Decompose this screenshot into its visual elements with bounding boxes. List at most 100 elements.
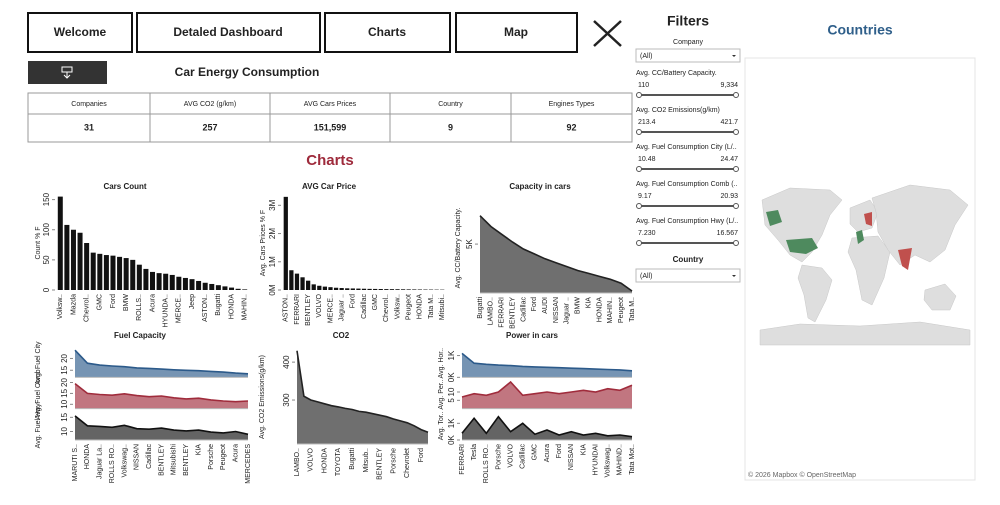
slider-handle[interactable] bbox=[636, 92, 642, 98]
x-tick-label: Acura bbox=[149, 294, 156, 312]
nav-label[interactable]: Map bbox=[504, 25, 528, 39]
range-min: 10.48 bbox=[638, 156, 656, 163]
slider-handle[interactable] bbox=[733, 240, 739, 246]
filter-label: Avg. Fuel Consumption Comb (.. bbox=[636, 181, 737, 188]
nav-button[interactable] bbox=[324, 12, 451, 53]
filter-label: Avg. CO2 Emissions(g/km) bbox=[636, 107, 720, 114]
bar bbox=[97, 253, 103, 290]
dropdown[interactable] bbox=[635, 48, 741, 63]
bar bbox=[289, 270, 294, 290]
dropdown[interactable] bbox=[635, 268, 741, 283]
bar bbox=[373, 288, 378, 290]
nav-button[interactable] bbox=[455, 12, 578, 53]
axis-title: Count % F bbox=[35, 226, 42, 259]
bar bbox=[64, 224, 70, 290]
y-tick-label: 1K bbox=[447, 418, 456, 428]
map-title: Countries bbox=[827, 22, 893, 38]
close-icon[interactable] bbox=[593, 20, 622, 47]
bar bbox=[361, 288, 367, 290]
chart-title: Fuel Capacity bbox=[114, 331, 167, 340]
x-tick-label: GMC bbox=[97, 294, 104, 310]
slider-handle[interactable] bbox=[636, 203, 642, 209]
x-tick-label: HONDA bbox=[596, 297, 603, 323]
slider-handle[interactable] bbox=[733, 166, 739, 172]
x-tick-label: ROLLS.. bbox=[136, 294, 143, 321]
x-tick-label: GMC bbox=[532, 444, 539, 460]
range-max: 9,334 bbox=[720, 82, 738, 89]
nav-button[interactable] bbox=[136, 12, 321, 53]
x-tick-label: HONDA bbox=[321, 448, 328, 474]
x-tick-label: KIA bbox=[580, 444, 587, 456]
filter-label: Country bbox=[673, 255, 704, 264]
y-tick-label: 10 bbox=[60, 399, 69, 408]
area bbox=[297, 350, 428, 444]
slider-handle[interactable] bbox=[636, 129, 642, 135]
dropdown-value[interactable]: (All) bbox=[640, 273, 652, 280]
y-tick-label: 15 bbox=[60, 412, 69, 421]
line bbox=[461, 352, 633, 372]
x-tick-label: Ford bbox=[556, 444, 563, 459]
x-tick-label: ROLLS RO.. bbox=[483, 444, 490, 483]
download-icon bbox=[61, 66, 73, 79]
bar bbox=[90, 252, 96, 290]
slider-handle[interactable] bbox=[733, 92, 739, 98]
bar bbox=[117, 256, 123, 290]
x-tick-label: FERRARI bbox=[294, 294, 301, 325]
x-tick-label: Jaguar .. bbox=[338, 294, 345, 321]
range-min: 110 bbox=[638, 82, 649, 89]
x-tick-label: ASTON.. bbox=[283, 294, 290, 322]
slider-handle[interactable] bbox=[733, 129, 739, 135]
slider-handle[interactable] bbox=[636, 166, 642, 172]
bar bbox=[400, 289, 406, 290]
bar bbox=[110, 255, 116, 290]
bar bbox=[130, 259, 136, 290]
x-tick-label: Ford bbox=[418, 448, 425, 463]
axis-title: Avg. Per.. bbox=[438, 379, 445, 409]
axis-title: Avg. Fuel Hwy bbox=[35, 403, 42, 448]
x-tick-label: Ford bbox=[110, 294, 117, 309]
area bbox=[480, 215, 632, 293]
bar bbox=[149, 271, 156, 290]
y-tick-label: 10 bbox=[60, 427, 69, 436]
kpi-header: AVG CO2 (g/km) bbox=[184, 101, 236, 108]
line bbox=[479, 215, 633, 292]
x-tick-label: FERRARI bbox=[499, 297, 506, 328]
x-tick-label: Bugatti bbox=[215, 294, 222, 316]
x-tick-label: MAHIN.. bbox=[607, 297, 614, 324]
x-tick-label: Volkswag.. bbox=[605, 444, 612, 478]
kpi-value: 92 bbox=[566, 122, 576, 132]
kpi-value: 151,599 bbox=[314, 122, 347, 132]
nav-label[interactable]: Welcome bbox=[54, 25, 107, 39]
x-tick-label: Cadillac bbox=[520, 297, 527, 322]
x-tick-label: Porsche bbox=[495, 444, 502, 470]
x-tick-label: Porsche bbox=[208, 444, 215, 470]
nav-label[interactable]: Charts bbox=[368, 25, 406, 39]
nav-button[interactable] bbox=[27, 12, 133, 53]
kpi-header: Companies bbox=[71, 101, 107, 108]
bar bbox=[417, 289, 422, 290]
filters-title: Filters bbox=[667, 13, 709, 29]
line bbox=[461, 380, 633, 398]
x-tick-label: Mitsubi.. bbox=[439, 294, 446, 320]
bar bbox=[283, 196, 288, 290]
map-credit: © 2026 Mapbox © OpenStreetMap bbox=[748, 471, 856, 479]
x-tick-label: Ford bbox=[350, 294, 357, 309]
x-tick-label: MAHIN.. bbox=[242, 294, 249, 321]
bar bbox=[306, 280, 311, 290]
bar bbox=[235, 288, 241, 290]
range-max: 20.93 bbox=[720, 193, 738, 200]
x-tick-label: KIA bbox=[195, 444, 202, 456]
nav-label[interactable]: Detaled Dashboard bbox=[173, 25, 282, 39]
slider-handle[interactable] bbox=[636, 240, 642, 246]
range-min: 213.4 bbox=[638, 119, 656, 126]
slider-handle[interactable] bbox=[733, 203, 739, 209]
bar bbox=[143, 268, 149, 290]
dropdown-value[interactable]: (All) bbox=[640, 53, 652, 60]
chart-title: Power in cars bbox=[506, 331, 559, 340]
bar bbox=[57, 196, 63, 290]
x-tick-label: ASTON.. bbox=[202, 294, 209, 322]
axis-title: Avg. Cars Prices % F bbox=[260, 210, 267, 276]
x-tick-label: Peugeot bbox=[220, 444, 227, 470]
x-tick-label: MERCE.. bbox=[176, 294, 183, 323]
x-tick-label: AUDI bbox=[542, 297, 549, 314]
